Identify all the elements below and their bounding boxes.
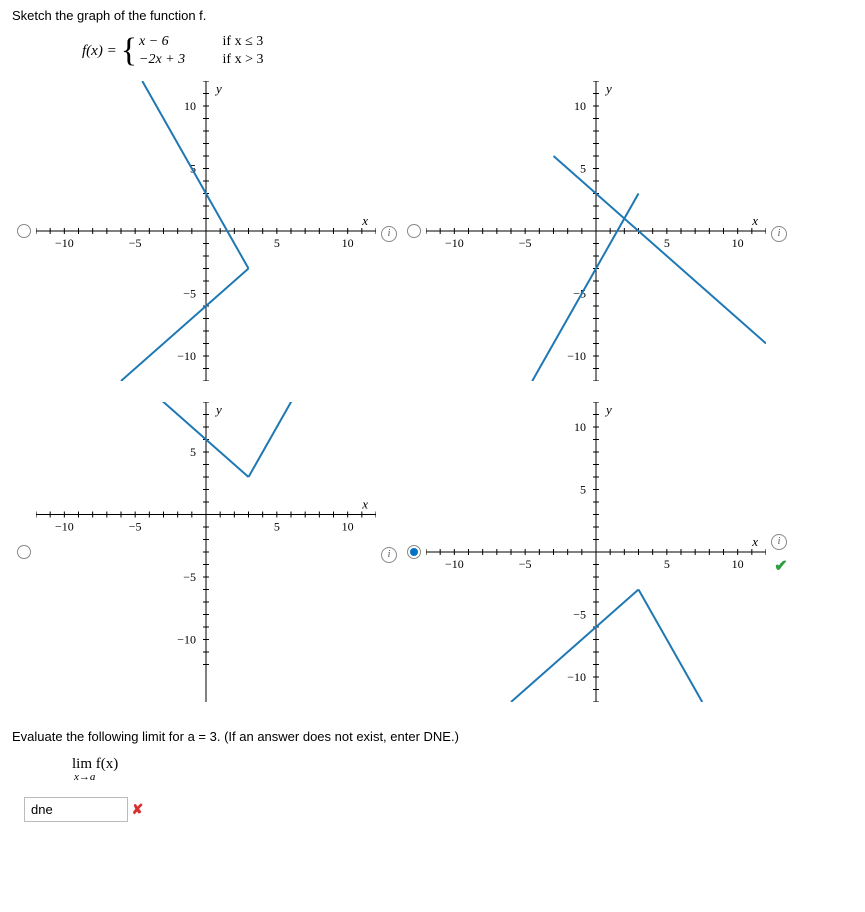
info-icon[interactable]: i [771,534,787,550]
limit-top: lim f(x) [72,756,118,772]
svg-text:10: 10 [184,99,196,113]
svg-text:5: 5 [274,520,280,534]
svg-text:10: 10 [732,236,744,250]
svg-text:5: 5 [580,162,586,176]
piece-cond: if x > 3 [223,51,264,69]
evaluate-section: Evaluate the following limit for a = 3. … [12,729,853,822]
func-lhs: f(x) = [82,43,117,60]
svg-text:−5: −5 [519,236,532,250]
piece-expr: −2x + 3 [139,51,219,69]
limit-answer-input[interactable]: dne [24,797,128,822]
info-icon[interactable]: i [381,547,397,563]
svg-text:5: 5 [664,236,670,250]
graph-info-cell: i [766,224,792,242]
svg-text:−5: −5 [573,608,586,622]
svg-text:10: 10 [732,557,744,571]
graph-info-cell: i✔ [766,532,792,576]
piece-cond: if x ≤ 3 [223,33,264,51]
evaluate-prompt: Evaluate the following limit for a = 3. … [12,729,853,744]
graph-option-radio[interactable] [407,224,421,238]
graph-option-radio[interactable] [17,224,31,238]
svg-text:y: y [214,81,222,96]
graph-panel[interactable]: −10 −5 5 10 −10 −5 5 x y [36,402,376,705]
svg-text:−5: −5 [183,570,196,584]
graph-option-radio-cell [402,224,426,241]
svg-text:−5: −5 [129,520,142,534]
graph-option-radio-cell [12,545,36,562]
graph-panel[interactable]: −10−5510−10−5510xy [426,81,766,384]
svg-text:−10: −10 [567,349,586,363]
svg-text:x: x [361,213,368,228]
graph-info-cell: i [376,545,402,563]
brace-icon: { [121,37,137,65]
svg-text:5: 5 [664,557,670,571]
svg-text:x: x [751,534,758,549]
info-icon[interactable]: i [771,226,787,242]
svg-text:y: y [214,402,222,417]
limit-sub: x→a [74,771,853,783]
graph-option-radio-cell [402,545,426,562]
info-icon[interactable]: i [381,226,397,242]
svg-text:−10: −10 [445,236,464,250]
limit-expression: lim f(x) x→a [72,756,853,783]
graph-option-radio-cell [12,224,36,241]
graph-options-grid: −10 −5 5 10 −10 −5 5 10 x y i −10 −5 5 10 −10 −5 5 10 x y i −1… [12,81,853,705]
svg-text:−5: −5 [129,236,142,250]
x-icon: ✘ [132,801,144,817]
svg-text:−10: −10 [177,349,196,363]
svg-text:5: 5 [274,236,280,250]
piece-expr: x − 6 [139,33,219,51]
graph-panel[interactable]: −10−5510−10−5510xy [36,81,376,384]
svg-text:10: 10 [574,99,586,113]
svg-text:−10: −10 [445,557,464,571]
svg-text:5: 5 [580,483,586,497]
svg-text:−10: −10 [55,520,74,534]
check-icon: ✔ [774,558,787,575]
svg-text:−10: −10 [55,236,74,250]
svg-text:y: y [604,81,612,96]
sketch-prompt: Sketch the graph of the function f. [12,8,853,23]
svg-text:x: x [751,213,758,228]
graph-info-cell: i [376,224,402,242]
function-definition: f(x) = { x − 6 if x ≤ 3 −2x + 3 if x > 3 [82,33,853,69]
graph-option-radio[interactable] [407,545,421,559]
graph-option-radio[interactable] [17,545,31,559]
svg-text:−5: −5 [183,287,196,301]
svg-text:10: 10 [574,420,586,434]
svg-text:y: y [604,402,612,417]
svg-text:−5: −5 [519,557,532,571]
svg-text:5: 5 [190,445,196,459]
svg-text:x: x [361,497,368,512]
svg-text:−10: −10 [177,633,196,647]
svg-text:−10: −10 [567,670,586,684]
svg-text:10: 10 [342,236,354,250]
graph-panel[interactable]: −10 −5 5 10 −10 −5 5 10 x y [426,402,766,705]
svg-text:10: 10 [342,520,354,534]
